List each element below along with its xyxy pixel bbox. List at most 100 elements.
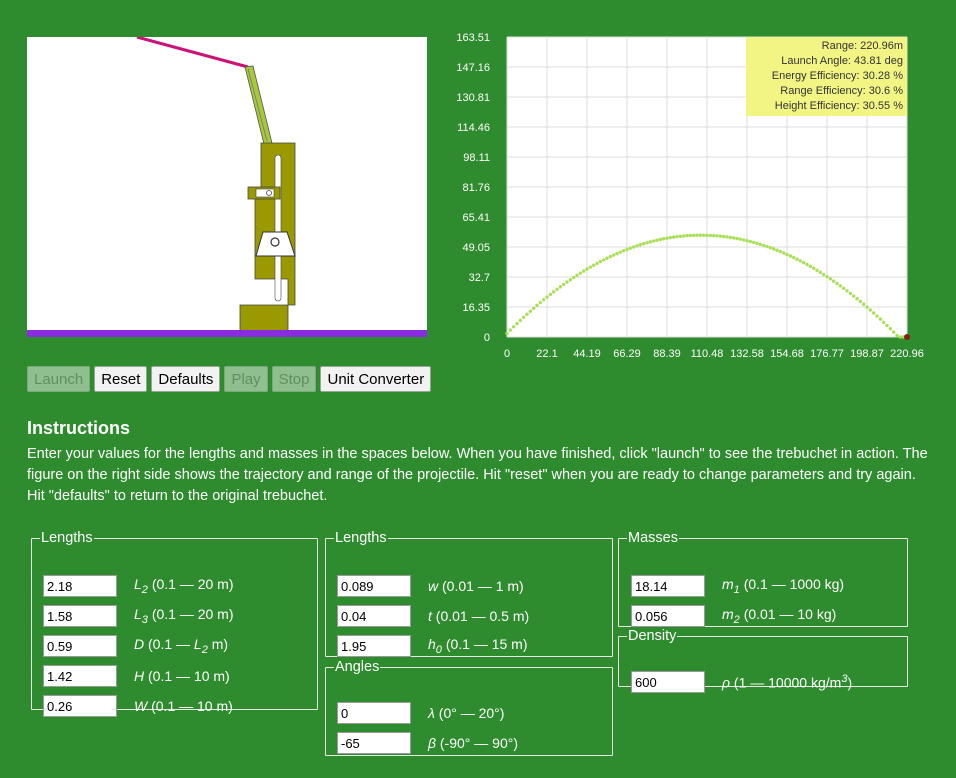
trajectory-point bbox=[755, 241, 759, 246]
w-input[interactable] bbox=[337, 575, 411, 597]
trajectory-point bbox=[558, 285, 563, 289]
trajectory-point bbox=[891, 330, 896, 334]
unit-converter-button[interactable]: Unit Converter bbox=[320, 366, 432, 392]
trajectory-point bbox=[721, 234, 726, 239]
x-tick-label: 44.19 bbox=[573, 348, 601, 360]
masses-fieldset: Masses m1 (0.1 — 1000 kg) m2 (0.01 — 10 … bbox=[618, 530, 908, 627]
l3-input[interactable] bbox=[43, 605, 117, 627]
trajectory-point bbox=[788, 254, 793, 258]
trajectory-series bbox=[505, 233, 910, 340]
trajectory-point bbox=[825, 274, 829, 279]
trajectory-point bbox=[841, 286, 846, 291]
instructions-text: Enter your values for the lengths and ma… bbox=[27, 446, 928, 504]
t-input[interactable] bbox=[337, 605, 411, 627]
result-line: Range: 220.96m bbox=[822, 40, 903, 52]
x-tick-label: 110.48 bbox=[691, 348, 724, 360]
y-tick-label: 114.46 bbox=[457, 122, 490, 134]
trajectory-point bbox=[638, 243, 643, 247]
stop-button[interactable]: Stop bbox=[271, 366, 317, 392]
trajectory-point bbox=[651, 239, 656, 243]
y-tick-label: 65.41 bbox=[462, 212, 490, 224]
launch-button[interactable]: Launch bbox=[27, 366, 91, 392]
w-upper-input[interactable] bbox=[43, 695, 117, 717]
d-input[interactable] bbox=[43, 635, 117, 657]
lambda-input[interactable] bbox=[337, 702, 411, 724]
trajectory-point bbox=[518, 318, 523, 323]
trajectory-point bbox=[781, 251, 786, 255]
trebuchet-canvas bbox=[27, 37, 427, 337]
y-tick-label: 16.35 bbox=[462, 302, 490, 314]
trajectory-point bbox=[718, 234, 723, 238]
density-legend: Density bbox=[628, 628, 677, 644]
rho-input[interactable] bbox=[631, 671, 705, 693]
trajectory-point bbox=[605, 256, 609, 260]
trajectory-point bbox=[808, 264, 813, 269]
y-tick-label: 98.11 bbox=[463, 152, 490, 164]
beta-label: β (-90° — 90°) bbox=[428, 735, 518, 751]
trajectory-point bbox=[661, 237, 666, 241]
beta-input[interactable] bbox=[337, 732, 411, 754]
y-tick-label: 81.76 bbox=[462, 182, 490, 194]
m2-input[interactable] bbox=[631, 605, 705, 627]
trajectory-point bbox=[525, 312, 529, 316]
trajectory-point bbox=[851, 294, 856, 298]
y-tick-label: 130.81 bbox=[456, 92, 490, 104]
trajectory-point bbox=[568, 278, 573, 282]
trajectory-point bbox=[635, 244, 639, 248]
density-fieldset: Density ρ (1 — 10000 kg/m3) bbox=[618, 628, 908, 693]
reset-button[interactable]: Reset bbox=[94, 366, 148, 392]
trajectory-point bbox=[695, 233, 699, 237]
trajectory-point bbox=[758, 242, 763, 247]
trajectory-point bbox=[711, 233, 716, 238]
trajectory-point bbox=[505, 331, 509, 336]
trajectory-point bbox=[705, 233, 709, 237]
trajectory-point bbox=[521, 315, 526, 319]
trajectory-point bbox=[535, 303, 539, 308]
play-button[interactable]: Play bbox=[224, 366, 268, 392]
results-text: Range: 220.96m Launch Angle: 43.81 deg Ene… bbox=[772, 40, 903, 112]
m1-label: m1 (0.1 — 1000 kg) bbox=[722, 576, 845, 596]
trajectory-point bbox=[555, 287, 559, 292]
m1-input[interactable] bbox=[631, 575, 705, 597]
lengths-legend: Lengths bbox=[41, 530, 93, 546]
y-tick-label: 0 bbox=[484, 332, 490, 344]
trajectory-point bbox=[875, 314, 879, 318]
trajectory-point bbox=[581, 269, 586, 273]
trajectory-point bbox=[775, 248, 779, 252]
trajectory-point bbox=[878, 317, 883, 321]
lengths-fieldset-middle: Lengths w (0.01 — 1 m) t (0.01 — 0.5 m) … bbox=[325, 530, 613, 657]
x-tick-label: 22.1 bbox=[536, 348, 557, 360]
trajectory-point bbox=[731, 236, 736, 240]
trajectory-point bbox=[565, 280, 569, 284]
x-tick-label: 176.77 bbox=[810, 348, 844, 360]
lambda-label: λ (0° — 20°) bbox=[428, 705, 505, 721]
w-upper-label: W (0.1 — 10 m) bbox=[134, 698, 233, 714]
trajectory-point bbox=[691, 233, 696, 238]
lengths-fieldset-left: Lengths L2 (0.1 — 20 m) L3 (0.1 — 20 m) … bbox=[31, 530, 318, 717]
trajectory-point bbox=[671, 235, 676, 239]
trajectory-point bbox=[675, 234, 679, 239]
trajectory-point bbox=[585, 267, 589, 271]
h0-label: h0 (0.1 — 15 m) bbox=[428, 636, 528, 656]
defaults-button[interactable]: Defaults bbox=[151, 366, 221, 392]
trajectory-chart: 0 16.35 32.7 49.05 65.41 81.76 98.11 114.46 130.… bbox=[456, 32, 924, 360]
trajectory-point bbox=[828, 277, 833, 281]
m2-label: m2 (0.01 — 10 kg) bbox=[722, 606, 837, 626]
h0-input[interactable] bbox=[337, 635, 411, 657]
trajectory-point bbox=[701, 233, 706, 237]
trajectory-point bbox=[798, 259, 803, 263]
trajectory-point bbox=[645, 241, 649, 245]
x-tick-label: 220.96 bbox=[890, 348, 924, 360]
l2-input[interactable] bbox=[43, 575, 117, 597]
trajectory-point bbox=[628, 246, 633, 250]
trajectory-point bbox=[528, 309, 533, 313]
trajectory-point bbox=[885, 323, 889, 328]
y-tick-labels: 0 16.35 32.7 49.05 65.41 81.76 98.11 114.46 130.… bbox=[456, 32, 490, 344]
trajectory-point bbox=[805, 262, 809, 267]
trajectory-point bbox=[688, 233, 693, 238]
h-input[interactable] bbox=[43, 665, 117, 687]
trajectory-point bbox=[791, 255, 796, 260]
trajectory-point bbox=[561, 282, 566, 287]
result-line: Energy Efficiency: 30.28 % bbox=[772, 70, 903, 82]
trajectory-point bbox=[618, 250, 623, 254]
